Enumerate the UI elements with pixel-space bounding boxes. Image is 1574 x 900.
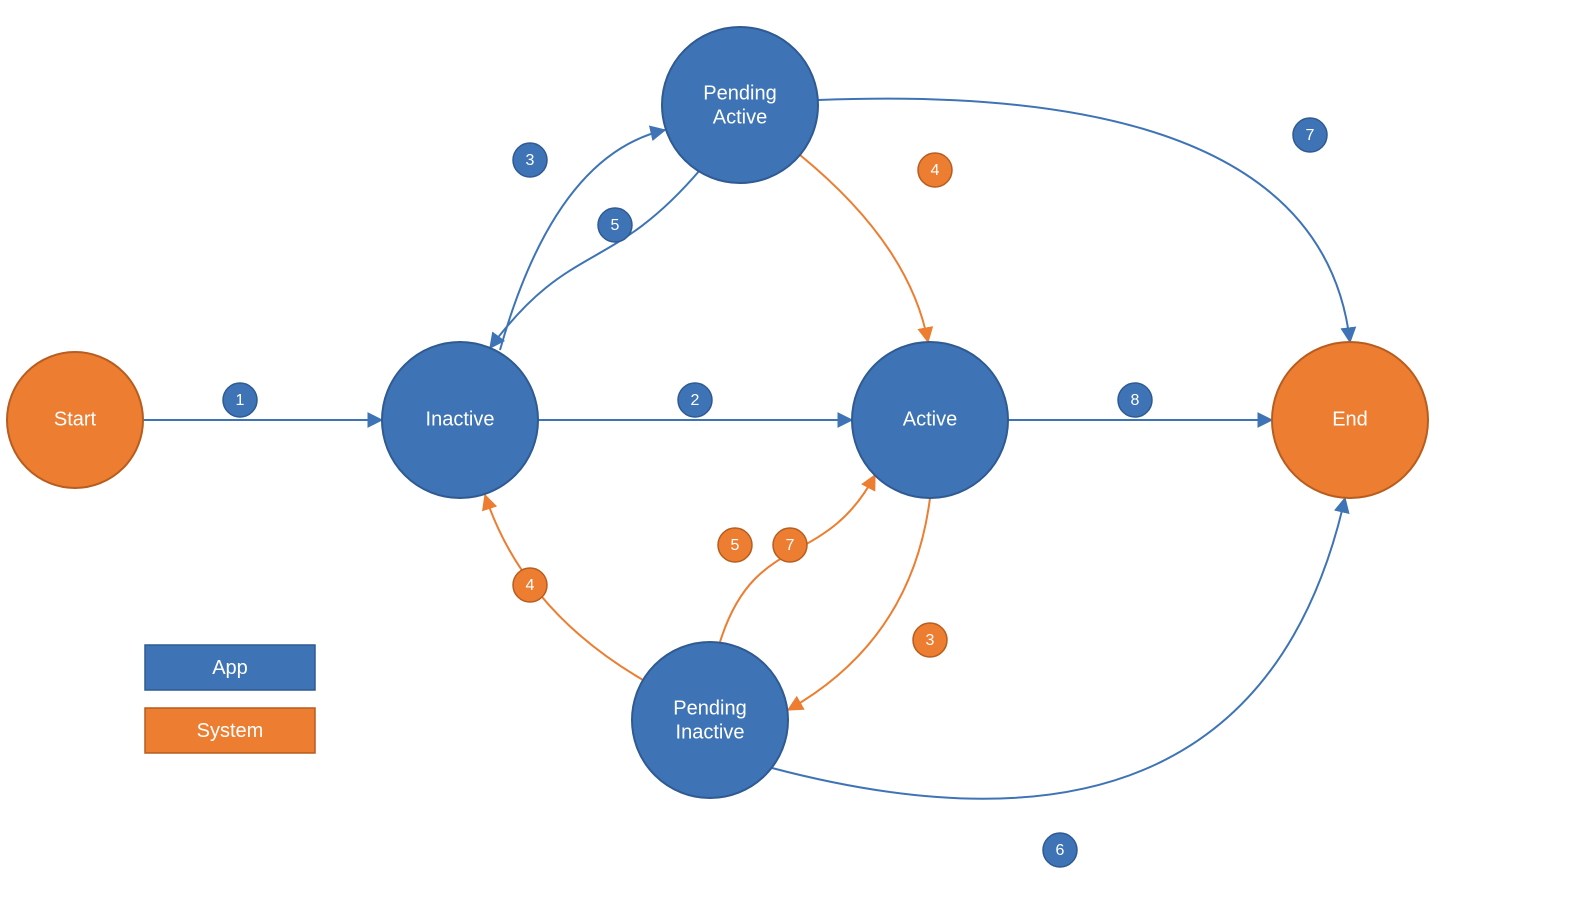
node-label-end: End	[1332, 408, 1368, 430]
node-pending_active: PendingActive	[662, 27, 818, 183]
badge-label-6: 7	[1306, 127, 1315, 144]
badge-label-2: 8	[1131, 392, 1140, 409]
legend-label-system: System	[197, 720, 264, 742]
badge-6: 7	[1293, 118, 1327, 152]
node-inactive: Inactive	[382, 342, 538, 498]
badge-4: 5	[598, 208, 632, 242]
edge-e4b	[485, 495, 643, 680]
badge-label-8: 7	[786, 537, 795, 554]
edge-e3b	[788, 498, 930, 710]
node-label2-pending_active: Active	[713, 106, 767, 128]
node-label1-pending_active: Pending	[703, 82, 776, 104]
badge-label-3: 3	[526, 152, 535, 169]
node-label-start: Start	[54, 408, 97, 430]
badge-10: 3	[913, 623, 947, 657]
badge-2: 8	[1118, 383, 1152, 417]
edge-e6	[772, 498, 1345, 799]
legend-label-app: App	[212, 657, 248, 679]
badge-5: 4	[918, 153, 952, 187]
badge-9: 4	[513, 568, 547, 602]
badge-label-1: 2	[691, 392, 700, 409]
badge-label-4: 5	[611, 217, 620, 234]
node-label1-pending_inactive: Pending	[673, 697, 746, 719]
badge-label-5: 4	[931, 162, 940, 179]
badge-label-7: 5	[731, 537, 740, 554]
badge-0: 1	[223, 383, 257, 417]
badge-label-10: 3	[926, 632, 935, 649]
edge-e7a	[818, 99, 1350, 342]
badge-7: 5	[718, 528, 752, 562]
node-end: End	[1272, 342, 1428, 498]
node-pending_inactive: PendingInactive	[632, 642, 788, 798]
badge-1: 2	[678, 383, 712, 417]
node-label-active: Active	[903, 408, 957, 430]
legend: App System	[145, 645, 315, 753]
node-label-inactive: Inactive	[426, 408, 495, 430]
node-active: Active	[852, 342, 1008, 498]
node-start: Start	[7, 352, 143, 488]
badge-8: 7	[773, 528, 807, 562]
badge-label-0: 1	[236, 392, 245, 409]
badge-label-11: 6	[1056, 842, 1065, 859]
badge-11: 6	[1043, 833, 1077, 867]
node-label2-pending_inactive: Inactive	[676, 721, 745, 743]
badge-label-9: 4	[526, 577, 535, 594]
badge-3: 3	[513, 143, 547, 177]
edge-e5a	[490, 170, 700, 348]
edge-e4a	[800, 155, 928, 342]
